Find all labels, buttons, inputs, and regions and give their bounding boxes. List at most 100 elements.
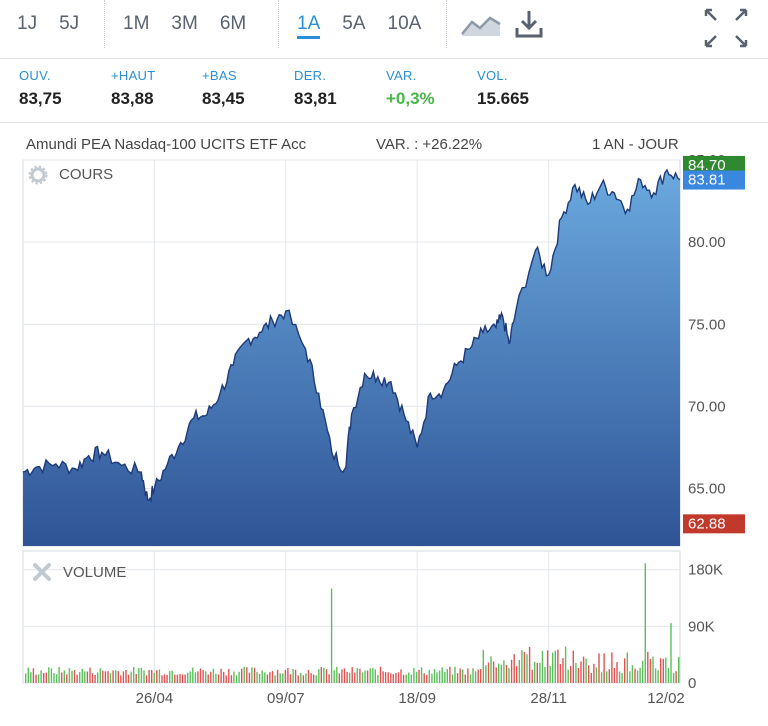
volume-bar xyxy=(73,670,76,683)
volume-bar xyxy=(189,671,191,683)
volume-bar xyxy=(179,674,181,683)
period-button-1m[interactable]: 1M xyxy=(123,13,150,34)
volume-bar xyxy=(539,662,541,683)
volume-bar xyxy=(199,668,202,683)
volume-bar xyxy=(112,670,114,683)
volume-bar xyxy=(369,668,371,683)
area-chart-icon[interactable] xyxy=(461,10,501,38)
volume-bar xyxy=(503,660,505,683)
volume-bar xyxy=(45,672,47,683)
volume-bar xyxy=(148,670,150,683)
stat-value: 83,75 xyxy=(19,89,62,108)
volume-bar xyxy=(215,673,217,683)
volume-bar xyxy=(61,672,63,683)
volume-bar xyxy=(405,674,407,683)
volume-bar xyxy=(238,671,240,683)
volume-bar xyxy=(292,668,294,683)
volume-bar xyxy=(433,669,436,683)
volume-bar xyxy=(104,671,107,683)
volume-bar xyxy=(76,674,78,683)
volume-bar xyxy=(390,673,392,683)
tool-group xyxy=(446,0,559,48)
volume-bar xyxy=(534,661,536,683)
stat-label: +BAS xyxy=(202,68,237,83)
volume-bar xyxy=(492,661,495,683)
volume-bar xyxy=(521,650,523,683)
volume-bar xyxy=(490,656,492,683)
volume-bar xyxy=(284,669,287,683)
expand-icon[interactable] xyxy=(702,8,750,48)
volume-bar xyxy=(510,659,513,683)
volume-bar xyxy=(223,671,225,683)
period-button-3m[interactable]: 3M xyxy=(171,13,198,34)
volume-bar xyxy=(662,658,664,683)
volume-bar xyxy=(564,646,567,683)
volume-bar xyxy=(364,670,366,683)
volume-bar xyxy=(289,674,292,683)
volume-bar xyxy=(356,668,358,683)
volume-bar xyxy=(135,674,137,683)
volume-bar xyxy=(202,670,204,683)
stat-variation: VAR. +0,3% xyxy=(386,68,435,109)
period-button-1j[interactable]: 1J xyxy=(17,13,38,34)
stat-high: +HAUT 83,88 xyxy=(111,68,155,109)
volume-bar xyxy=(472,668,474,683)
volume-bar xyxy=(654,668,657,683)
period-button-10a[interactable]: 10A xyxy=(387,13,422,34)
volume-bar xyxy=(336,666,338,683)
volume-bar xyxy=(169,671,171,683)
period-button-1a[interactable]: 1A xyxy=(297,9,321,39)
volume-bar xyxy=(94,675,96,683)
volume-bars xyxy=(25,563,680,683)
volume-bar xyxy=(35,674,37,683)
volume-bar xyxy=(508,668,510,683)
volume-bar xyxy=(374,669,376,683)
period-button-5j[interactable]: 5J xyxy=(59,13,80,34)
volume-bar xyxy=(536,663,538,683)
volume-bar xyxy=(225,675,227,683)
volume-bar xyxy=(359,668,361,683)
period-group-mid: 1M 3M 6M xyxy=(104,0,279,48)
price-marker xyxy=(683,155,745,175)
volume-bar xyxy=(631,665,634,683)
volume-bar xyxy=(117,671,119,683)
volume-bar xyxy=(528,647,531,683)
volume-bar xyxy=(541,650,544,683)
price-tick-label: 80.00 xyxy=(688,234,726,251)
volume-bar xyxy=(55,674,58,683)
date-tick-label: 09/07 xyxy=(267,690,305,707)
volume-bar xyxy=(282,673,284,683)
volume-bar xyxy=(618,671,621,683)
volume-bar xyxy=(341,669,343,683)
volume-bar xyxy=(328,674,330,683)
volume-bar xyxy=(600,672,603,683)
price-area xyxy=(23,169,680,546)
period-button-6m[interactable]: 6M xyxy=(219,13,247,34)
volume-bar xyxy=(480,669,482,683)
volume-bar xyxy=(207,674,209,683)
volume-bar xyxy=(68,668,71,683)
volume-bar xyxy=(109,673,112,683)
volume-bar xyxy=(500,664,502,683)
volume-bar xyxy=(580,661,582,683)
period-button-5a[interactable]: 5A xyxy=(342,13,366,34)
volume-bar xyxy=(423,673,425,683)
volume-bar xyxy=(652,656,654,683)
volume-bar xyxy=(140,668,143,683)
volume-bar xyxy=(58,667,60,683)
volume-bar xyxy=(171,670,173,683)
volume-bar xyxy=(675,671,677,683)
volume-bar xyxy=(575,663,577,683)
download-icon[interactable] xyxy=(513,8,545,40)
volume-bar xyxy=(467,668,469,683)
volume-bar xyxy=(361,672,364,683)
volume-bar xyxy=(595,667,598,683)
date-tick-label: 26/04 xyxy=(136,690,174,707)
volume-bar xyxy=(634,668,636,683)
volume-bar xyxy=(79,672,81,683)
volume-bar xyxy=(323,667,325,683)
volume-bar xyxy=(400,669,402,683)
volume-bar xyxy=(163,674,166,683)
